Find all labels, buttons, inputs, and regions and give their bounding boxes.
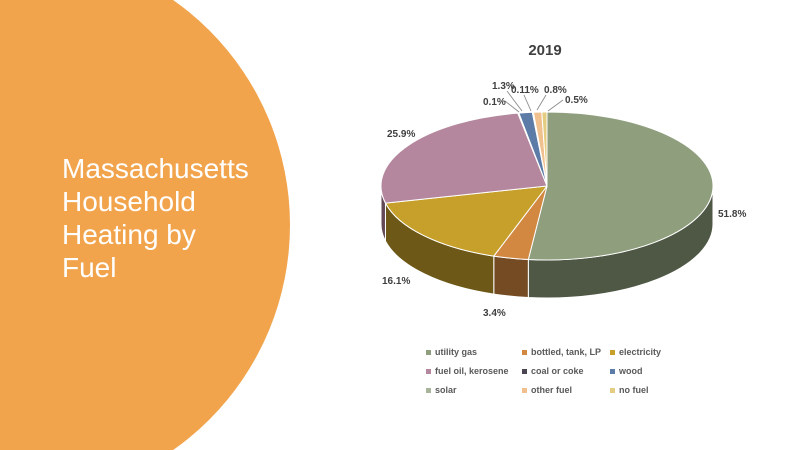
legend-marker-coal-or-coke (522, 369, 527, 374)
leader-line-other-fuel (536, 94, 547, 111)
pie-slice-fuel-oil-kerosene[interactable] (380, 112, 548, 204)
legend-label-no-fuel: no fuel (619, 385, 649, 395)
leader-line-no-fuel (547, 99, 564, 112)
legend-item-utility-gas[interactable]: utility gas (426, 347, 522, 361)
data-label-wood: 1.3% (492, 81, 515, 92)
legend-label-other-fuel: other fuel (531, 385, 573, 395)
pie-slice-side-bottled-tank-lp[interactable] (493, 255, 529, 299)
legend-item-solar[interactable]: solar (426, 385, 522, 399)
slide-title: Massachusetts Household Heating by Fuel (62, 152, 282, 284)
data-label-bottled-tank-lp: 3.4% (483, 308, 506, 319)
legend-marker-fuel-oil-kerosene (426, 369, 431, 374)
legend-item-bottled-tank-lp[interactable]: bottled, tank, LP (522, 347, 610, 361)
slide-title-line-3: Heating by (62, 219, 196, 250)
legend-label-wood: wood (619, 366, 643, 376)
legend-label-coal-or-coke: coal or coke (531, 366, 584, 376)
leader-line-coal-or-coke (504, 100, 520, 113)
legend-label-solar: solar (435, 385, 457, 395)
data-label-electricity: 16.1% (382, 276, 410, 287)
data-label-utility-gas: 51.8% (718, 209, 746, 220)
data-label-fuel-oil-kerosene: 25.9% (387, 129, 415, 140)
slide-title-line-1: Massachusetts (62, 153, 249, 184)
legend-marker-no-fuel (610, 388, 615, 393)
legend-label-electricity: electricity (619, 347, 662, 357)
pie-slice-no-fuel[interactable] (541, 111, 548, 187)
legend-marker-electricity (610, 350, 615, 355)
data-label-other-fuel: 0.8% (544, 85, 567, 96)
data-label-no-fuel: 0.5% (565, 95, 588, 106)
legend-item-wood[interactable]: wood (610, 366, 720, 380)
legend-item-fuel-oil-kerosene[interactable]: fuel oil, kerosene (426, 366, 522, 380)
legend-label-bottled-tank-lp: bottled, tank, LP (531, 347, 602, 357)
legend-marker-bottled-tank-lp (522, 350, 527, 355)
legend-item-no-fuel[interactable]: no fuel (610, 385, 720, 399)
legend-marker-other-fuel (522, 388, 527, 393)
legend-marker-wood (610, 369, 615, 374)
legend-item-coal-or-coke[interactable]: coal or coke (522, 366, 610, 380)
slide-title-line-2: Household (62, 186, 196, 217)
chart-legend: utility gas bottled, tank, LP electricity f… (426, 347, 720, 399)
pie-slice-electricity[interactable] (384, 185, 548, 257)
leader-line-wood (506, 90, 523, 112)
data-label-solar: 0.11% (511, 85, 539, 96)
accent-circle (0, 0, 290, 450)
legend-item-other-fuel[interactable]: other fuel (522, 385, 610, 399)
legend-item-electricity[interactable]: electricity (610, 347, 720, 361)
pie-slice-utility-gas[interactable] (527, 111, 714, 261)
data-label-coal-or-coke: 0.1% (483, 97, 506, 108)
chart-title: 2019 (528, 42, 562, 59)
legend-marker-solar (426, 388, 431, 393)
slide-title-line-4: Fuel (62, 252, 117, 283)
legend-marker-utility-gas (426, 350, 431, 355)
legend-label-fuel-oil-kerosene: fuel oil, kerosene (435, 366, 509, 376)
leader-line-solar (523, 94, 532, 112)
legend-label-utility-gas: utility gas (435, 347, 478, 357)
